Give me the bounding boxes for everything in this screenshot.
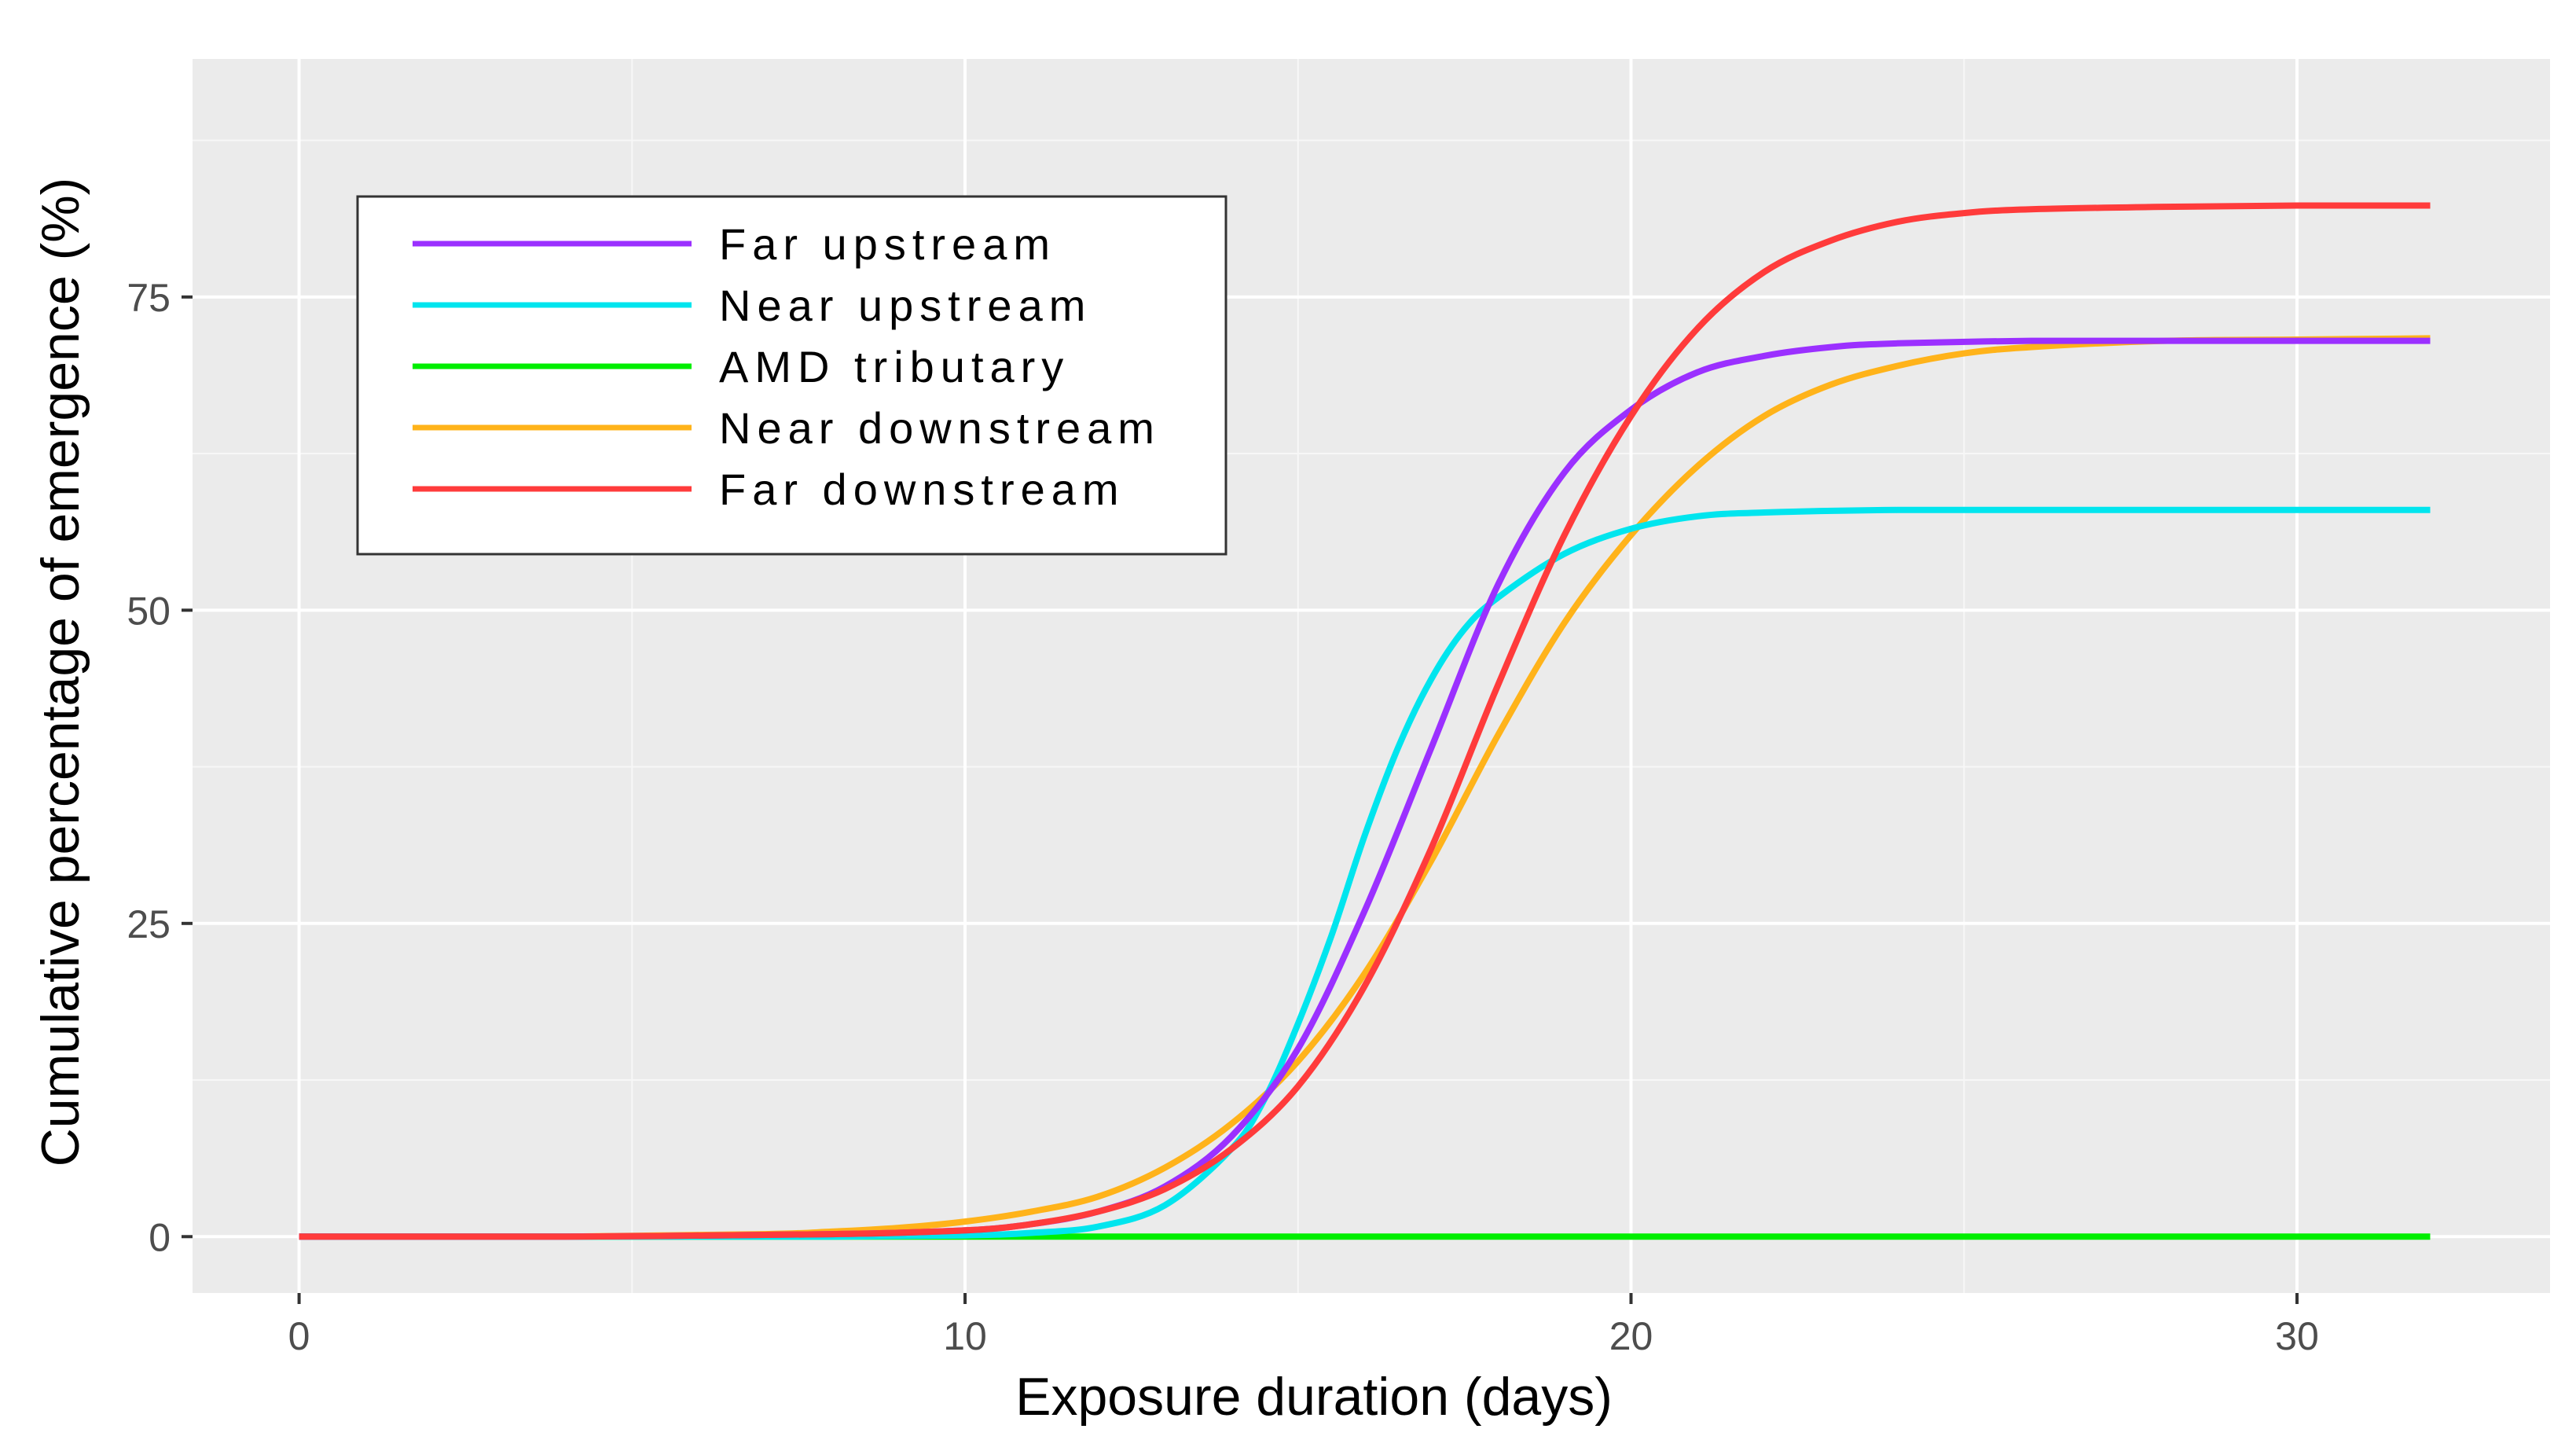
y-tick-label: 75: [127, 276, 171, 320]
y-axis-title: Cumulative percentage of emergence (%): [31, 178, 90, 1167]
y-axis-ticks: 0 25 50 75: [127, 276, 193, 1259]
x-tick-label: 20: [1609, 1314, 1653, 1358]
legend-label-far-downstream: Far downstream: [719, 465, 1125, 514]
y-tick-label: 25: [127, 902, 171, 946]
y-tick-label: 50: [127, 589, 171, 633]
legend-box: [356, 195, 1227, 556]
legend-label-near-upstream: Near upstream: [719, 281, 1092, 330]
x-axis-ticks: 0 10 20 30: [288, 1293, 2319, 1358]
legend-label-near-downstream: Near downstream: [719, 403, 1161, 453]
x-axis-title: Exposure duration (days): [1015, 1367, 1613, 1427]
legend: Far upstream Near upstream AMD tributary Ne…: [356, 195, 1227, 556]
x-tick-label: 10: [943, 1314, 987, 1358]
y-tick-label: 0: [149, 1215, 171, 1259]
legend-label-amd-tributary: AMD tributary: [719, 342, 1070, 391]
legend-label-far-upstream: Far upstream: [719, 219, 1056, 269]
series-line-near-downstream: [299, 335, 2431, 1240]
series-line-near-upstream: [299, 506, 2431, 1240]
x-tick-label: 0: [288, 1314, 310, 1358]
series-line-far-downstream: [299, 202, 2431, 1240]
x-tick-label: 30: [2275, 1314, 2319, 1358]
series-lines: [299, 202, 2431, 1240]
